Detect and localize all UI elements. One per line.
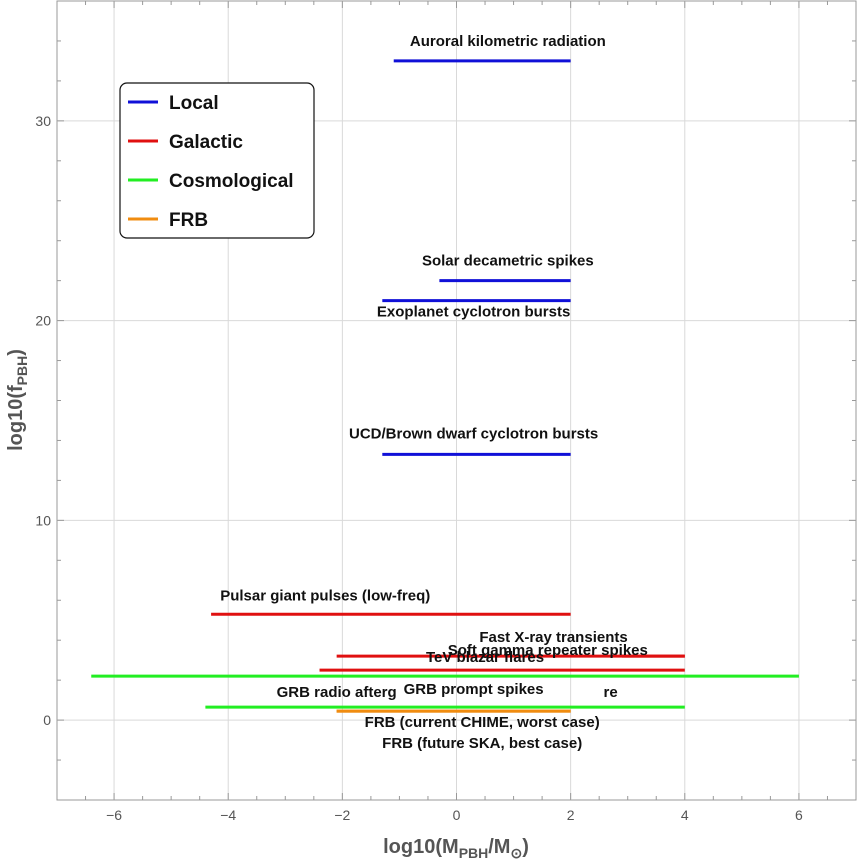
legend-label: Local <box>169 93 219 114</box>
segment-label: Exoplanet cyclotron bursts <box>377 304 570 321</box>
x-tick-label: 4 <box>681 807 689 823</box>
legend-label: Cosmological <box>169 171 294 192</box>
ticks: −6 −4 −2 0 2 4 6 0 10 20 30 <box>35 0 857 823</box>
legend-label: FRB <box>169 210 208 231</box>
segment-label: FRB (future SKA, best case) <box>382 735 582 752</box>
segment-label: Fast X-ray transients <box>479 629 627 646</box>
y-tick-label: 0 <box>43 712 51 728</box>
x-tick-label: −6 <box>106 807 122 823</box>
segment-label: Soft gamma repeater spikes <box>448 642 648 659</box>
x-tick-label: −4 <box>220 807 236 823</box>
x-tick-label: 0 <box>453 807 461 823</box>
y-tick-label: 10 <box>35 512 51 528</box>
segment-labels: Auroral kilometric radiation Solar decame… <box>220 33 648 752</box>
legend-box <box>119 82 315 239</box>
grid <box>57 1 856 800</box>
segment-label: FRB (current CHIME, worst case) <box>365 714 600 731</box>
x-tick-label: −2 <box>334 807 350 823</box>
x-tick-label: 2 <box>567 807 575 823</box>
segment-label: GRB prompt spikes <box>404 681 544 698</box>
y-axis-title: log10(fPBH) <box>5 349 30 451</box>
segment-label: UCD/Brown dwarf cyclotron bursts <box>349 425 598 442</box>
segment-label: TeV blazar flares <box>426 649 544 666</box>
legend-label: Galactic <box>169 132 243 153</box>
x-axis-title: log10(MPBH/M⊙) <box>383 836 529 861</box>
segments <box>91 59 799 713</box>
x-tick-label: 6 <box>795 807 803 823</box>
segment-label: Pulsar giant pulses (low-freq) <box>220 587 430 604</box>
legend: Local Galactic Cosmological FRB <box>119 82 315 239</box>
segment-label: GRB radio afterg <box>277 684 397 701</box>
segment-label: re <box>603 684 617 701</box>
segment-label: Auroral kilometric radiation <box>410 33 606 50</box>
y-tick-label: 30 <box>35 113 51 129</box>
segment-label: Solar decametric spikes <box>422 253 594 270</box>
y-tick-label: 20 <box>35 313 51 329</box>
